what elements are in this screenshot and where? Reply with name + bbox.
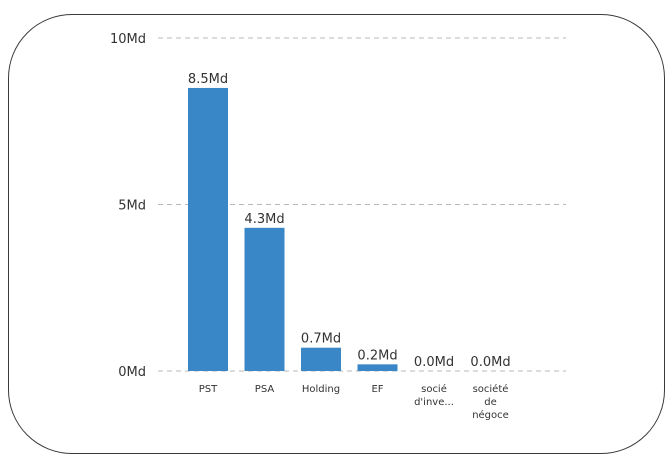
- y-tick-label: 0Md: [118, 365, 146, 380]
- x-tick-label-line: PSA: [255, 384, 275, 395]
- y-tick-label: 10Md: [110, 32, 146, 47]
- x-tick-label-line: PST: [199, 384, 218, 395]
- x-tick-label: PST: [199, 384, 218, 395]
- bars: [188, 88, 398, 371]
- bar: [301, 348, 341, 371]
- x-tick-label: socié d'inve...: [414, 383, 454, 408]
- bar: [245, 228, 285, 371]
- data-label: 0.0Md: [470, 355, 510, 370]
- x-tick-label: EF: [371, 384, 383, 395]
- y-axis-ticks: 0Md 5Md 10Md: [110, 32, 146, 380]
- x-tick-label-line: de: [484, 397, 497, 408]
- x-tick-label-line: EF: [371, 384, 383, 395]
- x-tick-label: PSA: [255, 384, 275, 395]
- bar: [188, 88, 228, 371]
- x-tick-label: Holding: [302, 384, 340, 395]
- bar: [358, 364, 398, 371]
- x-tick-label-line: socié: [421, 383, 447, 395]
- data-label: 8.5Md: [188, 72, 228, 87]
- data-label: 0.0Md: [414, 355, 454, 370]
- data-label: 4.3Md: [244, 212, 284, 227]
- x-tick-label-line: société: [473, 383, 509, 395]
- x-tick-label-line: d'inve...: [414, 397, 454, 408]
- x-tick-label: société de négoce: [472, 383, 509, 421]
- x-axis-ticks: PST PSA Holding EF socié d'inve... société de né…: [199, 383, 509, 421]
- bar-chart: 0Md 5Md 10Md 8.5Md 4.3Md 0.7Md 0.2Md 0.0Md 0.0M…: [0, 0, 667, 435]
- x-tick-label-line: négoce: [472, 409, 509, 421]
- data-label: 0.2Md: [357, 348, 397, 363]
- y-tick-label: 5Md: [118, 199, 146, 214]
- data-label: 0.7Md: [301, 332, 341, 347]
- data-labels: 8.5Md 4.3Md 0.7Md 0.2Md 0.0Md 0.0Md: [188, 72, 511, 370]
- x-tick-label-line: Holding: [302, 384, 340, 395]
